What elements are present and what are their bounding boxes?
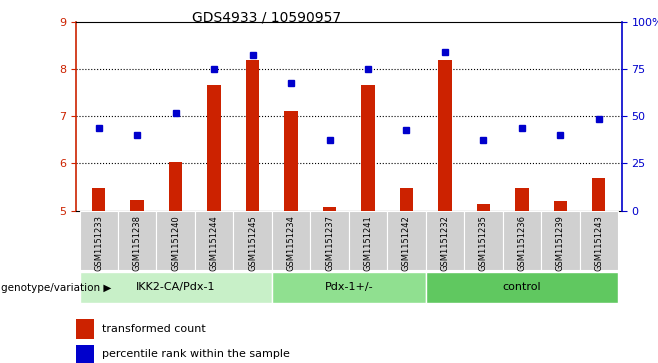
Text: transformed count: transformed count: [102, 324, 206, 334]
Bar: [323, 207, 336, 211]
Bar: [92, 188, 105, 211]
Text: GSM1151242: GSM1151242: [402, 215, 411, 271]
Bar: [349, 211, 387, 270]
Bar: [157, 211, 195, 270]
Bar: [272, 272, 426, 303]
Bar: [169, 162, 182, 211]
Bar: [438, 60, 451, 211]
Bar: [246, 60, 259, 211]
Text: GSM1151240: GSM1151240: [171, 215, 180, 271]
Bar: [80, 272, 272, 303]
Bar: [387, 211, 426, 270]
Text: percentile rank within the sample: percentile rank within the sample: [102, 350, 290, 359]
Text: GSM1151238: GSM1151238: [133, 215, 141, 271]
Bar: [553, 201, 567, 211]
Bar: [399, 188, 413, 211]
Text: GSM1151239: GSM1151239: [556, 215, 565, 271]
Text: GSM1151244: GSM1151244: [210, 215, 218, 271]
Bar: [118, 211, 157, 270]
Bar: [195, 211, 234, 270]
Text: GSM1151236: GSM1151236: [517, 215, 526, 271]
Text: GSM1151245: GSM1151245: [248, 215, 257, 271]
Text: control: control: [503, 282, 541, 292]
Bar: [76, 319, 93, 339]
Bar: [541, 211, 580, 270]
Text: GSM1151232: GSM1151232: [440, 215, 449, 271]
Text: GSM1151241: GSM1151241: [363, 215, 372, 271]
Text: GSM1151237: GSM1151237: [325, 215, 334, 271]
Text: Pdx-1+/-: Pdx-1+/-: [324, 282, 373, 292]
Bar: [130, 200, 144, 211]
Text: GSM1151234: GSM1151234: [286, 215, 295, 271]
Text: GSM1151235: GSM1151235: [479, 215, 488, 271]
Bar: [426, 272, 618, 303]
Bar: [76, 345, 93, 363]
Bar: [503, 211, 541, 270]
Text: GSM1151243: GSM1151243: [594, 215, 603, 271]
Text: genotype/variation ▶: genotype/variation ▶: [1, 283, 111, 293]
Bar: [464, 211, 503, 270]
Text: GSM1151233: GSM1151233: [94, 215, 103, 271]
Text: IKK2-CA/Pdx-1: IKK2-CA/Pdx-1: [136, 282, 215, 292]
Bar: [207, 85, 221, 211]
Bar: [80, 211, 118, 270]
Bar: [592, 178, 605, 211]
Bar: [515, 188, 528, 211]
Bar: [476, 204, 490, 211]
Bar: [361, 85, 374, 211]
Bar: [272, 211, 311, 270]
Bar: [311, 211, 349, 270]
Bar: [234, 211, 272, 270]
Bar: [426, 211, 464, 270]
Bar: [284, 111, 298, 211]
Text: GDS4933 / 10590957: GDS4933 / 10590957: [192, 11, 342, 25]
Bar: [580, 211, 618, 270]
